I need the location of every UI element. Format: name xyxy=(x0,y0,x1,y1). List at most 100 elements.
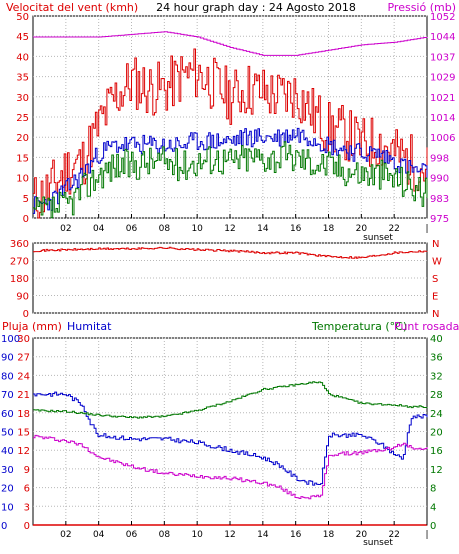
x-tick-label: 12 xyxy=(224,530,235,540)
rain-tick-label: 9 xyxy=(24,465,30,476)
x-tick-label: 06 xyxy=(126,530,138,540)
sunset-label-bottom: sunset xyxy=(363,538,393,548)
x-tick-label: 22 xyxy=(388,224,399,234)
temperature-tick-label: 28 xyxy=(430,390,443,401)
dewpoint-axis-title: Punt rosada xyxy=(394,320,459,333)
humidity-axis-title: Humitat xyxy=(67,320,112,333)
pressure-tick-label: 1014 xyxy=(430,113,455,124)
x-tick-label: 04 xyxy=(93,224,105,234)
pressure-tick-label: 975 xyxy=(430,214,449,225)
pressure-tick-label: 998 xyxy=(430,153,449,164)
direction-tick-label: 180 xyxy=(10,274,29,285)
humidity-tick-label: 20 xyxy=(1,484,14,495)
direction-tick-label: 0 xyxy=(23,309,29,320)
compass-label: W xyxy=(432,257,442,268)
wind-tick-label: 50 xyxy=(16,12,29,23)
wind-tick-label: 40 xyxy=(16,52,29,63)
x-tick-label: 04 xyxy=(93,530,105,540)
humidity-tick-label: 70 xyxy=(1,390,14,401)
x-tick-label: 20 xyxy=(356,224,368,234)
temperature-tick-label: 32 xyxy=(430,371,443,382)
direction-tick-label: 360 xyxy=(10,239,29,250)
rain-tick-label: 27 xyxy=(17,353,30,364)
rain-ticks: 0 3 6 9 12 15 18 21 24 27 30 xyxy=(17,334,30,532)
wind-series xyxy=(33,31,428,219)
pressure-tick-label: 1044 xyxy=(430,32,455,43)
pressure-tick-label: 1029 xyxy=(430,73,455,84)
direction-gridlines xyxy=(33,242,427,314)
x-tick-label: 22 xyxy=(388,530,399,540)
compass-label: S xyxy=(432,274,438,285)
temperature-tick-label: 12 xyxy=(430,465,443,476)
x-tick-label: 06 xyxy=(126,224,138,234)
gust-line xyxy=(33,48,428,219)
humidity-tick-label: 0 xyxy=(1,521,7,532)
wind-left-ticks: 0 5 10 15 20 25 30 35 40 45 50 xyxy=(16,12,29,225)
pressure-tick-label: 1052 xyxy=(430,12,455,23)
x-tick-label: 18 xyxy=(323,530,335,540)
temperature-x-ticks: 02 04 06 08 10 12 14 16 18 20 22 | xyxy=(60,521,429,540)
x-tick-label: 10 xyxy=(191,224,203,234)
humidity-tick-label: 30 xyxy=(1,465,14,476)
direction-tick-label: 90 xyxy=(16,292,29,303)
wind-tick-label: 30 xyxy=(16,93,29,104)
pressure-line xyxy=(33,31,428,56)
x-tick-label: | xyxy=(425,530,428,540)
x-tick-label: 14 xyxy=(257,224,269,234)
chart-title: 24 hour graph day : 24 Agosto 2018 xyxy=(156,1,356,14)
temperature-tick-label: 20 xyxy=(430,428,443,439)
x-tick-label: 12 xyxy=(224,224,235,234)
wind-tick-label: 45 xyxy=(16,32,29,43)
pressure-tick-label: 983 xyxy=(430,194,449,205)
humidity-tick-label: 60 xyxy=(1,409,14,420)
direction-left-ticks: 0 90 180 270 360 xyxy=(10,239,29,320)
temperature-tick-label: 0 xyxy=(430,521,436,532)
wind-tick-label: 25 xyxy=(16,113,29,124)
pressure-right-ticks: 975 983 990 998 1006 1014 1021 1029 1037 1044 1052 xyxy=(430,12,455,225)
direction-line xyxy=(33,246,428,259)
wind-tick-label: 10 xyxy=(16,174,29,185)
wind-x-ticks: 02 04 06 08 10 12 14 16 18 20 22 | xyxy=(60,214,429,234)
min-line xyxy=(33,141,428,219)
rain-tick-label: 24 xyxy=(17,371,30,382)
temperature-tick-label: 40 xyxy=(430,334,443,345)
pressure-tick-label: 990 xyxy=(430,174,449,185)
rain-tick-label: 3 xyxy=(24,502,30,513)
rain-tick-label: 6 xyxy=(24,484,30,495)
pressure-axis-title: Pressió (mb) xyxy=(387,1,456,14)
temperature-axis-title: Temperatura (°C) xyxy=(311,320,407,333)
humidity-ticks: 0 10 20 30 40 50 60 70 80 90 100 xyxy=(1,334,20,532)
x-tick-label: 16 xyxy=(290,224,302,234)
humidity-tick-label: 90 xyxy=(1,353,14,364)
compass-label: N xyxy=(432,239,439,250)
temperature-ticks: 0 4 8 12 16 20 24 28 32 36 40 xyxy=(430,334,443,532)
rain-tick-label: 18 xyxy=(17,409,30,420)
humidity-line xyxy=(33,391,428,486)
pressure-tick-label: 1006 xyxy=(430,133,455,144)
x-tick-label: 20 xyxy=(356,530,368,540)
temperature-tick-label: 8 xyxy=(430,484,436,495)
humidity-tick-label: 50 xyxy=(1,428,14,439)
direction-plot-frame xyxy=(32,242,428,314)
temperature-tick-label: 36 xyxy=(430,353,443,364)
humidity-tick-label: 100 xyxy=(1,334,20,345)
direction-series xyxy=(33,246,428,259)
x-tick-label: | xyxy=(425,224,428,234)
wind-tick-label: 0 xyxy=(23,214,29,225)
wind-tick-label: 20 xyxy=(16,133,29,144)
wind-tick-label: 5 xyxy=(23,194,29,205)
rain-tick-label: 0 xyxy=(24,521,30,532)
humidity-tick-label: 40 xyxy=(1,446,14,457)
wind-tick-label: 35 xyxy=(16,73,29,84)
x-tick-label: 08 xyxy=(159,224,171,234)
sunset-label: sunset xyxy=(363,233,393,243)
pressure-tick-label: 1021 xyxy=(430,93,455,104)
compass-label: N xyxy=(432,309,439,320)
x-tick-label: 16 xyxy=(290,530,302,540)
rain-axis-title: Pluja (mm) xyxy=(2,320,62,333)
temperature-humidity-panel: Pluja (mm) Humitat Temperatura (°C) Punt… xyxy=(1,320,459,548)
speed-line xyxy=(33,127,428,214)
